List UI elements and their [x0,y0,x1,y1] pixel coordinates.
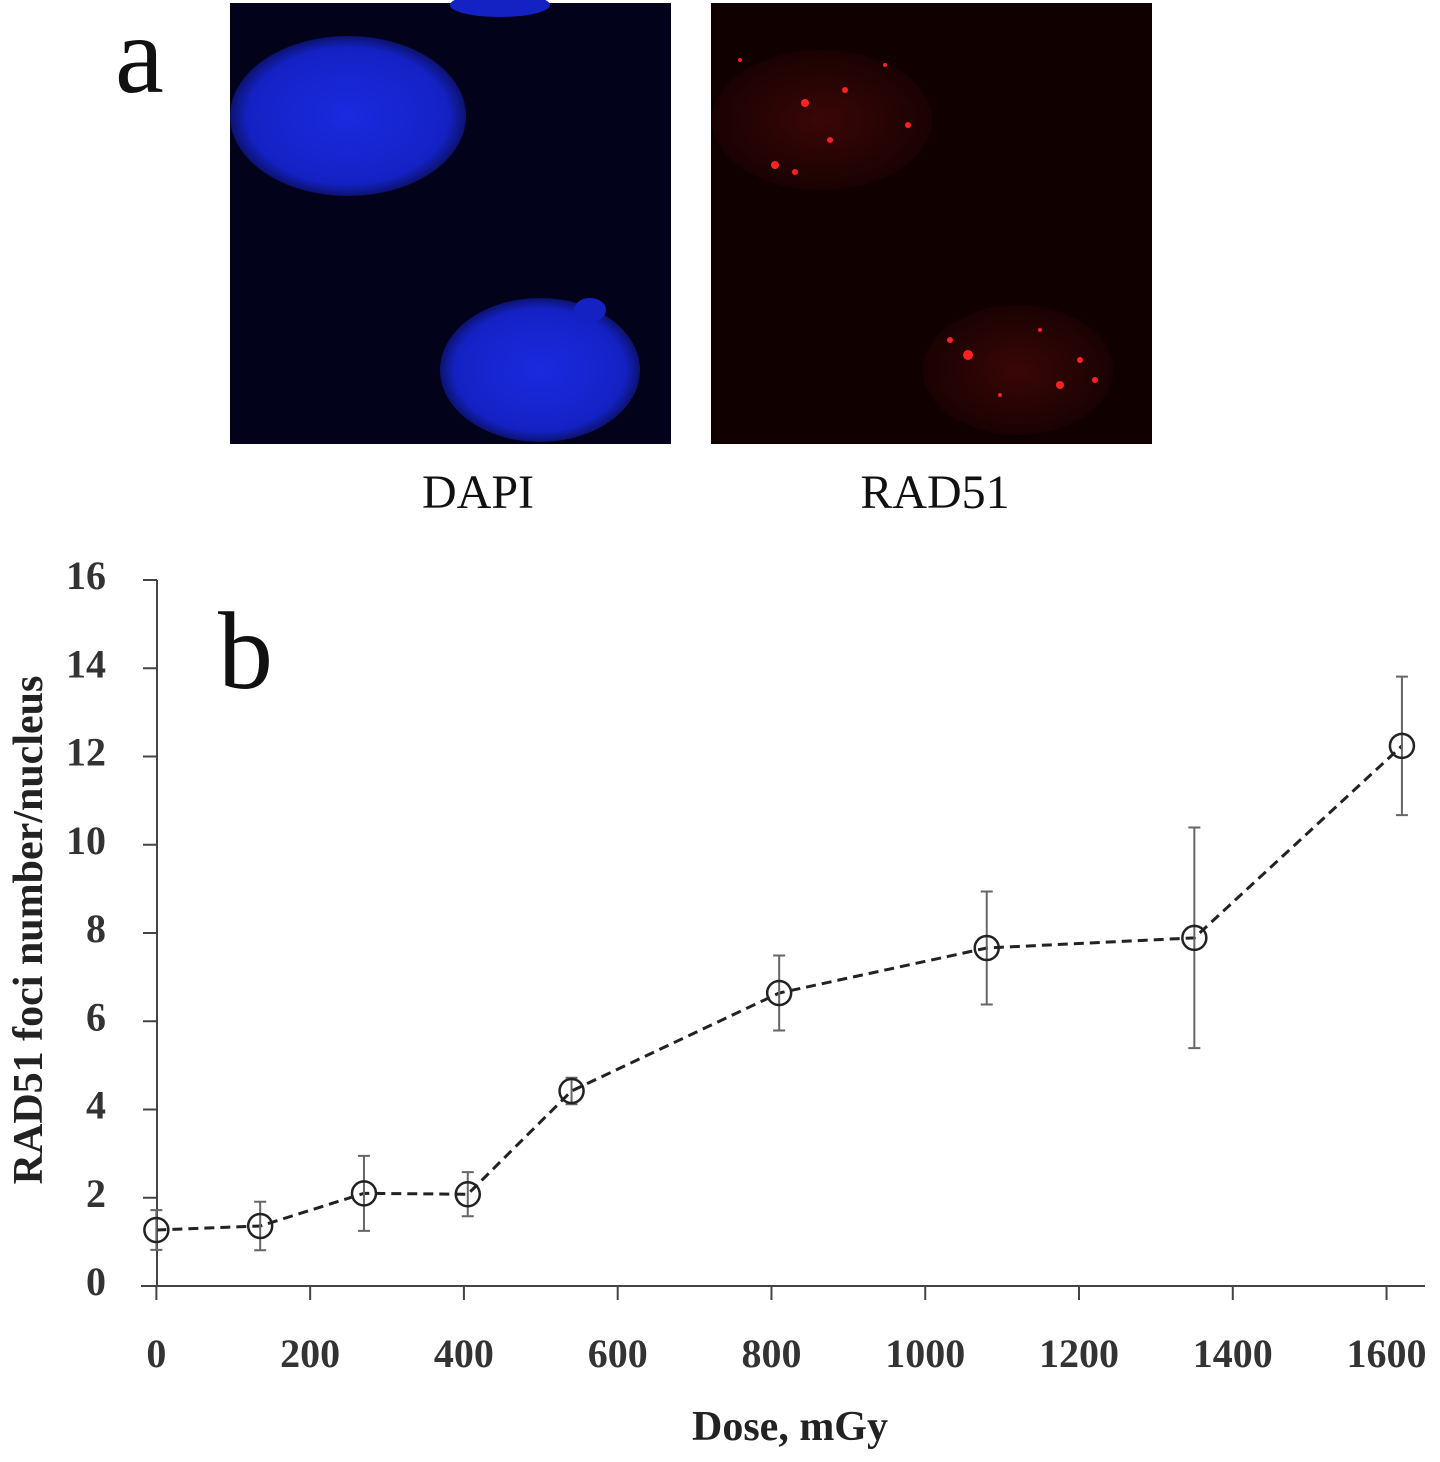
y-tick-label: 8 [86,906,106,951]
error-bar [357,1154,370,1232]
y-tick-label: 16 [66,553,106,598]
y-tick-label: 12 [66,730,106,775]
error-bar [980,890,993,1006]
x-tick-label: 1000 [885,1331,965,1376]
error-bar [773,954,786,1032]
data-point [1181,924,1208,952]
y-tick-label: 10 [66,818,106,863]
y-tick-label: 6 [86,994,106,1039]
data-line [156,744,1403,1232]
data-point [350,1180,378,1207]
dapi-image [230,0,671,444]
rad51-image [711,3,1152,444]
y-axis-label: RAD51 foci number/nucleus [6,676,52,1185]
data-point [973,934,1000,962]
panel-label: a [115,0,164,116]
image-caption: RAD51 [860,466,1009,519]
y-tick-label: 0 [86,1259,106,1304]
x-tick-label: 1200 [1039,1331,1119,1376]
x-axis-label: Dose, mGy [692,1404,888,1450]
image-caption: DAPI [422,466,534,519]
y-tick-label: 4 [86,1083,106,1128]
data-point [1388,732,1416,760]
error-bar [1188,826,1201,1050]
x-tick-label: 800 [741,1331,801,1376]
error-bar [254,1200,267,1252]
x-tick-label: 1600 [1347,1331,1427,1376]
x-tick-label: 1400 [1193,1331,1273,1376]
x-tick-label: 600 [588,1331,648,1376]
x-tick-label: 400 [434,1331,494,1376]
data-point [246,1212,274,1240]
error-bar [1395,675,1408,817]
error-bar [461,1171,474,1218]
data-point [454,1180,482,1208]
panel-label: b [218,590,273,712]
data-point [143,1216,170,1244]
data-point [765,979,793,1007]
x-tick-label: 200 [280,1331,340,1376]
y-tick-label: 14 [66,641,106,686]
x-tick-label: 0 [146,1331,166,1376]
y-tick-label: 2 [86,1171,106,1216]
error-bar [565,1076,578,1106]
data-point [558,1077,585,1105]
